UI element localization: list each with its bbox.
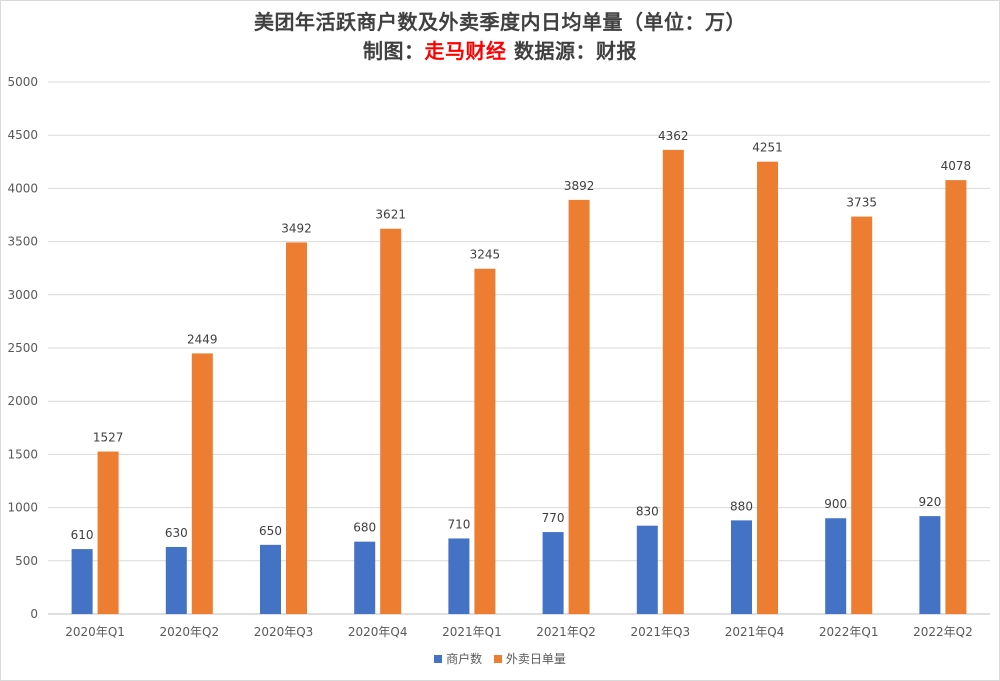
chart-header: 美团年活跃商户数及外卖季度内日均单量（单位：万） 制图：走马财经 数据源：财报 <box>0 8 1000 66</box>
subtitle-suffix: 数据源：财报 <box>506 39 637 63</box>
legend-label-series-1: 商户数 <box>446 652 483 666</box>
bar-series-1 <box>165 546 187 614</box>
x-tick-label: 2022年Q2 <box>913 625 973 639</box>
x-tick-label: 2020年Q2 <box>159 625 219 639</box>
bar-series-2 <box>286 242 307 614</box>
bar-series-2 <box>474 268 496 614</box>
chart-subtitle: 制图：走马财经 数据源：财报 <box>0 36 1000 66</box>
x-tick-label: 2021年Q1 <box>442 625 502 639</box>
bar-series-2 <box>757 161 778 614</box>
data-label-series-2: 3492 <box>281 221 312 235</box>
y-tick-label: 2000 <box>7 394 38 408</box>
y-tick-label: 3000 <box>7 288 38 302</box>
y-tick-label: 5000 <box>7 75 38 89</box>
bar-series-2 <box>97 451 119 614</box>
bar-series-1 <box>260 544 281 614</box>
y-tick-label: 0 <box>30 607 38 621</box>
legend-item-series-1: 商户数 <box>434 650 482 667</box>
data-label-series-1: 680 <box>353 521 376 535</box>
bar-series-1 <box>825 518 847 614</box>
data-label-series-1: 610 <box>71 528 94 542</box>
bar-series-2 <box>380 228 402 615</box>
data-label-series-2: 3245 <box>470 248 501 262</box>
bar-series-1 <box>919 516 941 614</box>
y-tick-label: 3500 <box>7 235 38 249</box>
data-label-series-1: 830 <box>636 505 659 519</box>
data-label-series-2: 3735 <box>846 196 877 210</box>
x-tick-label: 2021年Q3 <box>630 625 690 639</box>
data-label-series-2: 1527 <box>93 431 124 445</box>
bar-series-2 <box>945 180 967 614</box>
bar-series-2 <box>662 149 684 615</box>
x-tick-label: 2021年Q4 <box>725 625 785 639</box>
legend-label-series-2: 外卖日单量 <box>505 652 566 666</box>
data-label-series-1: 650 <box>259 524 282 538</box>
data-label-series-1: 710 <box>447 517 470 531</box>
x-tick-label: 2020年Q3 <box>254 625 314 639</box>
legend-item-series-2: 外卖日单量 <box>493 650 566 667</box>
x-tick-label: 2020年Q4 <box>348 625 408 639</box>
x-tick-label: 2021年Q2 <box>536 625 596 639</box>
data-label-series-1: 630 <box>165 526 188 540</box>
bar-series-1 <box>636 525 658 614</box>
y-tick-label: 4000 <box>7 181 38 195</box>
subtitle-brand: 走马财经 <box>424 39 507 63</box>
y-tick-label: 1000 <box>7 501 38 515</box>
data-label-series-1: 880 <box>730 499 753 513</box>
bar-series-1 <box>542 532 564 614</box>
data-label-series-1: 920 <box>918 495 941 509</box>
legend-swatch-series-2 <box>493 654 502 663</box>
bar-series-2 <box>191 353 213 614</box>
bar-series-1 <box>731 520 752 614</box>
bar-series-2 <box>568 199 590 614</box>
data-label-series-2: 3621 <box>375 208 406 222</box>
y-tick-label: 500 <box>15 554 38 568</box>
data-label-series-2: 3892 <box>564 179 595 193</box>
y-tick-label: 2500 <box>7 341 38 355</box>
data-label-series-2: 2449 <box>187 332 218 346</box>
chart-legend: 商户数 外卖日单量 <box>0 650 1000 667</box>
legend-swatch-series-1 <box>434 654 443 663</box>
y-tick-label: 1500 <box>7 447 38 461</box>
data-label-series-2: 4362 <box>658 129 689 143</box>
bar-series-1 <box>354 541 376 614</box>
data-label-series-2: 4251 <box>752 141 783 155</box>
x-tick-label: 2022年Q1 <box>819 625 879 639</box>
data-label-series-1: 900 <box>824 497 847 511</box>
data-label-series-2: 4078 <box>941 159 972 173</box>
y-tick-label: 4500 <box>7 128 38 142</box>
data-label-series-1: 770 <box>542 511 565 525</box>
subtitle-prefix: 制图： <box>363 39 425 63</box>
bar-series-1 <box>448 538 470 614</box>
x-tick-label: 2020年Q1 <box>65 625 125 639</box>
chart-title: 美团年活跃商户数及外卖季度内日均单量（单位：万） <box>254 10 746 34</box>
bar-series-2 <box>851 216 873 614</box>
bar-series-1 <box>71 549 93 614</box>
